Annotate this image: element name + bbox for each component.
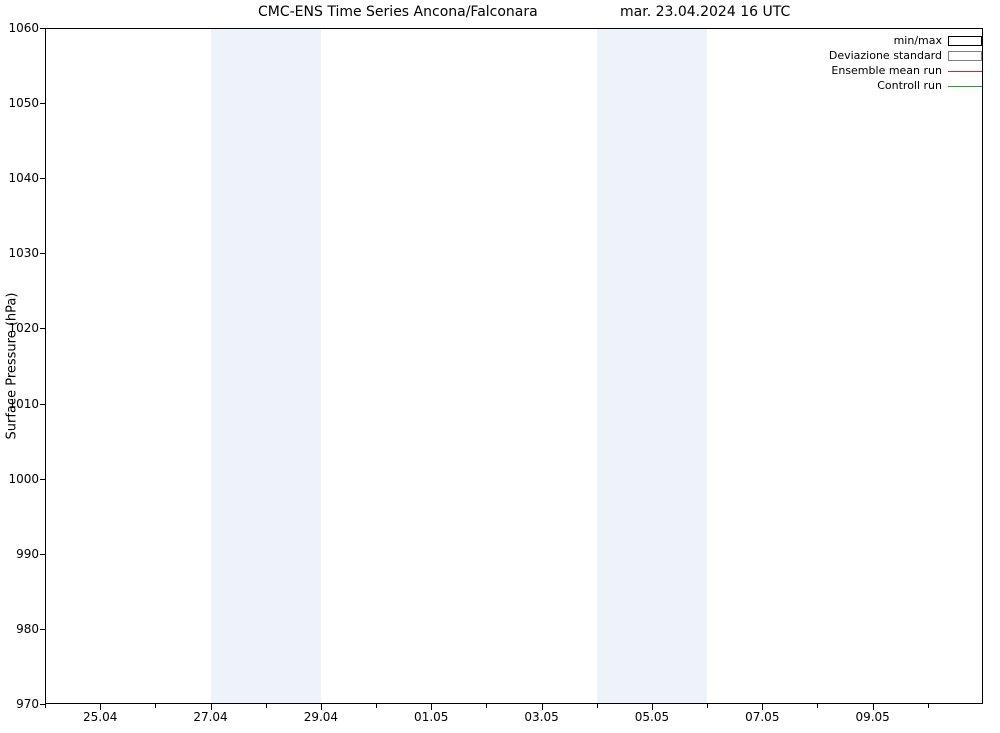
x-tick-minor (376, 704, 377, 708)
x-tick-label: 25.04 (83, 704, 117, 724)
chart-title-right: mar. 23.04.2024 16 UTC (620, 4, 790, 20)
legend-label: Ensemble mean run (831, 64, 942, 77)
plot-border (45, 28, 983, 704)
y-tick-label: 1000 (8, 472, 45, 486)
plot-area: 970980990100010101020103010401050106025.… (45, 28, 983, 704)
chart-title-left: CMC-ENS Time Series Ancona/Falconara (258, 4, 538, 20)
legend-row: Deviazione standard (829, 48, 982, 63)
x-tick-label: 03.05 (524, 704, 558, 724)
x-tick-label: 09.05 (855, 704, 889, 724)
legend-label: min/max (894, 34, 942, 47)
x-tick-label: 27.04 (193, 704, 227, 724)
y-tick-label: 1030 (8, 246, 45, 260)
x-tick-minor (707, 704, 708, 708)
legend: min/max Deviazione standard Ensemble mean … (829, 33, 982, 93)
x-tick-label: 05.05 (635, 704, 669, 724)
chart-root: CMC-ENS Time Series Ancona/Falconara mar… (0, 0, 1000, 733)
legend-row: Ensemble mean run (829, 63, 982, 78)
x-tick-minor (597, 704, 598, 708)
x-tick-minor (928, 704, 929, 708)
y-tick-label: 1060 (8, 21, 45, 35)
x-tick-minor (266, 704, 267, 708)
x-tick-minor (486, 704, 487, 708)
y-tick-label: 990 (16, 547, 45, 561)
x-tick-label: 29.04 (304, 704, 338, 724)
legend-swatch (948, 36, 982, 46)
x-tick-minor (817, 704, 818, 708)
legend-swatch (948, 81, 982, 91)
x-tick-minor (155, 704, 156, 708)
y-tick-label: 1040 (8, 171, 45, 185)
y-axis-label: Surface Pressure (hPa) (5, 293, 20, 440)
x-tick-minor (45, 704, 46, 708)
legend-label: Controll run (877, 79, 942, 92)
legend-row: min/max (829, 33, 982, 48)
weekend-band (211, 28, 321, 704)
legend-label: Deviazione standard (829, 49, 942, 62)
legend-swatch (948, 66, 982, 76)
x-tick-label: 07.05 (745, 704, 779, 724)
legend-row: Controll run (829, 78, 982, 93)
y-tick-label: 1050 (8, 96, 45, 110)
legend-swatch (948, 51, 982, 61)
x-tick-label: 01.05 (414, 704, 448, 724)
y-tick-label: 980 (16, 622, 45, 636)
weekend-band (597, 28, 707, 704)
y-tick-label: 970 (16, 697, 45, 711)
